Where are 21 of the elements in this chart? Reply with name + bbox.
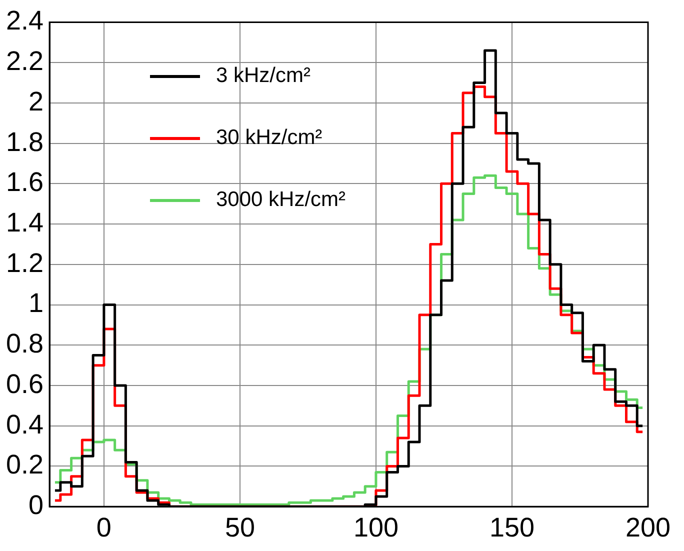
x-tick-label: 200 xyxy=(625,512,671,542)
y-tick-label: 1.2 xyxy=(6,248,44,278)
y-tick-label: 1.6 xyxy=(6,167,44,198)
y-tick-label: 2.4 xyxy=(6,6,44,36)
y-tick-label: 1 xyxy=(28,288,44,318)
y-tick-label: 1.8 xyxy=(6,126,44,157)
legend-label: 3 kHz/cm² xyxy=(216,64,310,88)
y-tick-label: 2 xyxy=(28,86,44,116)
x-tick-label: 150 xyxy=(489,512,535,542)
y-tick-label: 0.8 xyxy=(6,328,44,359)
y-tick-label: 0 xyxy=(28,490,44,520)
x-tick-label: 50 xyxy=(224,512,255,542)
x-tick-label: 0 xyxy=(96,512,112,542)
x-tick-label: 100 xyxy=(353,512,398,542)
y-tick-label: 2.2 xyxy=(6,46,44,76)
y-tick-label: 0.6 xyxy=(6,368,44,399)
y-tick-label: 0.2 xyxy=(6,450,44,480)
legend-label: 3000 kHz/cm² xyxy=(216,188,346,212)
y-tick-label: 1.4 xyxy=(6,207,44,238)
legend-label: 30 kHz/cm² xyxy=(216,126,322,150)
y-tick-label: 0.4 xyxy=(6,409,44,440)
